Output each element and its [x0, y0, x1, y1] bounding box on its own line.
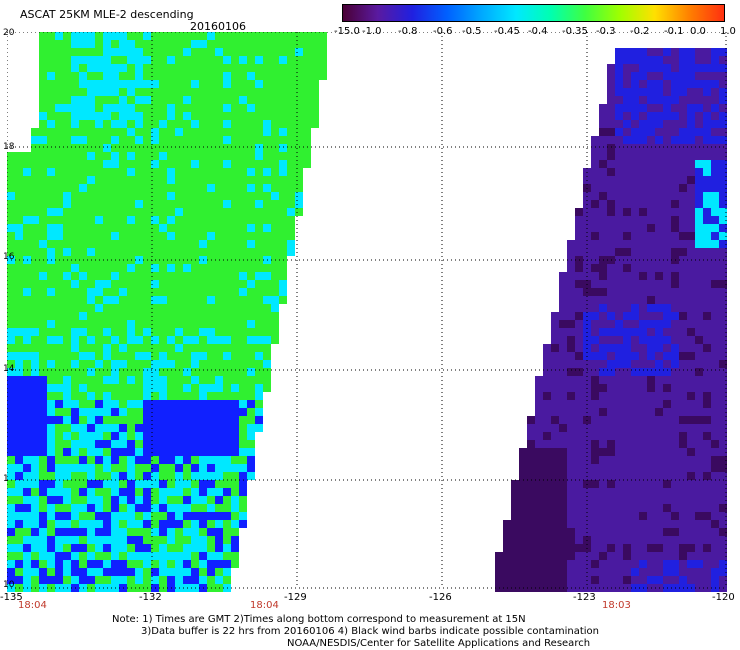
latitude-label: 10 — [3, 580, 15, 590]
colorbar-label: 0.0 — [690, 26, 706, 37]
left-swath — [7, 32, 327, 592]
note-line-1: Note: 1) Times are GMT 2)Times along bot… — [112, 614, 526, 625]
latitude-label: 20 — [3, 28, 15, 38]
colorbar — [342, 4, 725, 22]
pass-time-label: 18:04 — [18, 600, 47, 611]
latitude-label: 14 — [3, 364, 15, 374]
pass-time-label: 18:04 — [250, 600, 279, 611]
longitude-label: -120 — [712, 592, 735, 603]
ascat-map — [7, 32, 727, 592]
latitude-label: 18 — [3, 142, 15, 152]
colorbar-label: -0.6 — [433, 26, 453, 37]
latitude-label: 1 — [3, 474, 9, 484]
colorbar-label: -15.0 — [334, 26, 360, 37]
longitude-label: -135 — [0, 592, 23, 603]
right-swath — [495, 48, 727, 592]
colorbar-label: 1.0 — [720, 26, 736, 37]
note-line-3: NOAA/NESDIS/Center for Satellite Applica… — [287, 638, 591, 649]
longitude-label: -132 — [139, 592, 162, 603]
colorbar-label: -0.35 — [562, 26, 588, 37]
product-title: ASCAT 25KM MLE-2 descending — [20, 8, 194, 21]
footnotes: Note: 1) Times are GMT 2)Times along bot… — [112, 614, 599, 650]
note-line-2: 3)Data buffer is 22 hrs from 20160106 4)… — [141, 626, 599, 637]
pass-time-label: 18:03 — [602, 600, 631, 611]
lat-lon-grid — [7, 32, 727, 589]
colorbar-label: -0.3 — [596, 26, 616, 37]
longitude-label: -129 — [284, 592, 307, 603]
colorbar-label: -0.45 — [494, 26, 520, 37]
product-date: 20160106 — [190, 20, 246, 33]
latitude-label: 16 — [3, 252, 15, 262]
colorbar-label: -0.1 — [664, 26, 684, 37]
colorbar-label: -0.4 — [528, 26, 548, 37]
longitude-label: -126 — [429, 592, 452, 603]
longitude-label: -123 — [573, 592, 596, 603]
